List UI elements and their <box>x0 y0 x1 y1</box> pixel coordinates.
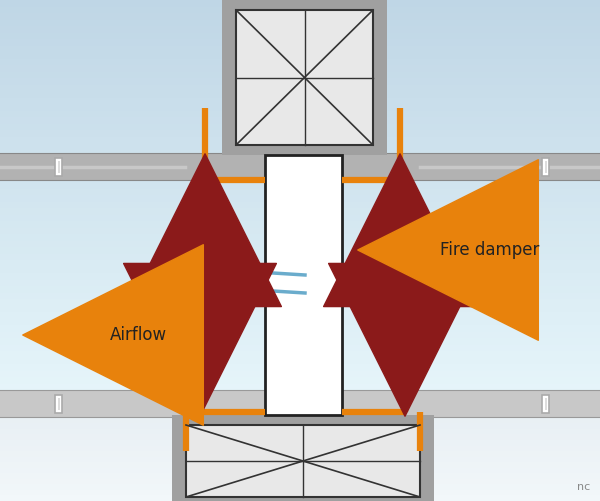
Bar <box>0 117 600 124</box>
Bar <box>0 423 600 429</box>
Bar <box>0 462 600 468</box>
Bar <box>495 192 537 234</box>
Bar <box>0 247 600 254</box>
Bar <box>0 445 600 451</box>
Bar <box>0 273 600 280</box>
Bar <box>0 490 600 495</box>
Bar <box>0 0 600 7</box>
Bar <box>0 78 600 85</box>
Bar <box>0 195 600 201</box>
Bar <box>0 338 600 345</box>
Bar <box>0 46 600 52</box>
Bar <box>0 85 600 91</box>
Bar <box>0 156 600 162</box>
Bar <box>0 293 600 299</box>
Bar <box>0 65 600 72</box>
Bar <box>0 214 600 221</box>
Bar <box>0 319 600 325</box>
Bar <box>545 160 547 172</box>
Bar <box>0 52 600 59</box>
Bar <box>55 394 62 412</box>
Bar <box>0 143 600 149</box>
Bar <box>0 451 600 456</box>
Bar <box>0 332 600 338</box>
Bar <box>0 434 600 440</box>
Bar <box>0 7 600 13</box>
Bar <box>0 254 600 260</box>
Bar <box>0 39 600 46</box>
Bar <box>0 412 600 418</box>
Bar <box>0 260 600 267</box>
Bar <box>0 111 600 117</box>
Bar <box>0 201 600 208</box>
Bar <box>0 473 600 479</box>
Bar <box>0 26 600 33</box>
Bar <box>0 495 600 501</box>
Bar <box>0 33 600 39</box>
Bar <box>0 401 600 407</box>
Bar <box>186 425 420 497</box>
Bar <box>0 175 600 182</box>
Bar <box>542 394 549 412</box>
Bar <box>0 182 600 188</box>
Bar <box>0 221 600 227</box>
Bar <box>0 456 600 462</box>
Bar <box>0 418 600 423</box>
Bar <box>0 383 600 390</box>
Bar <box>265 155 342 415</box>
Bar <box>0 20 600 26</box>
Bar <box>0 136 600 143</box>
Bar <box>0 280 600 286</box>
Bar <box>0 124 600 130</box>
Bar <box>0 306 600 312</box>
Bar <box>0 72 600 78</box>
Bar <box>0 479 600 484</box>
Bar <box>0 13 600 20</box>
Bar <box>55 157 62 175</box>
Bar <box>0 188 600 195</box>
Bar <box>58 397 60 409</box>
Bar <box>0 390 600 396</box>
Bar <box>0 286 600 293</box>
Bar <box>0 59 600 65</box>
Bar <box>0 267 600 273</box>
Bar <box>0 484 600 490</box>
Bar <box>58 160 60 172</box>
Text: Airflow: Airflow <box>110 326 167 344</box>
Bar <box>0 377 600 383</box>
Bar <box>0 153 600 180</box>
Bar <box>0 407 600 412</box>
Bar <box>236 10 373 145</box>
Bar <box>0 396 600 401</box>
Bar <box>0 325 600 332</box>
Bar <box>0 130 600 136</box>
Bar <box>0 312 600 319</box>
Bar <box>0 429 600 434</box>
Bar <box>0 169 600 175</box>
Bar <box>0 149 600 156</box>
Bar <box>0 364 600 371</box>
Bar <box>0 358 600 364</box>
Bar <box>0 91 600 98</box>
Text: nc: nc <box>577 482 590 492</box>
Bar <box>0 351 600 358</box>
Bar <box>542 157 549 175</box>
Bar <box>0 227 600 234</box>
Text: Fire damper: Fire damper <box>440 241 539 259</box>
Bar <box>0 299 600 306</box>
Bar <box>172 415 434 501</box>
Bar <box>0 98 600 104</box>
Bar <box>0 345 600 351</box>
Bar <box>0 371 600 377</box>
Bar <box>0 208 600 214</box>
Bar <box>0 240 600 247</box>
Bar <box>545 397 547 409</box>
Bar <box>0 162 600 169</box>
Bar <box>0 104 600 111</box>
Bar <box>0 390 600 417</box>
Bar <box>0 468 600 473</box>
Bar <box>222 0 387 155</box>
Bar <box>0 234 600 240</box>
Bar <box>0 440 600 445</box>
